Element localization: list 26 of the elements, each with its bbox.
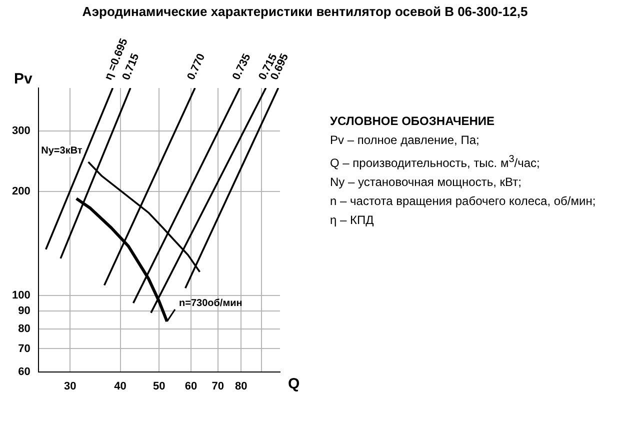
x-tick-label: 40: [114, 380, 126, 392]
text: УСЛОВНОЕ ОБОЗНАЧЕНИЕ: [330, 113, 496, 130]
x-tick-label: 80: [234, 380, 248, 392]
text: Pv – полное давление, Па;: [330, 132, 480, 149]
x-axis-title: Q: [288, 375, 300, 392]
y-tick-label: 60: [18, 366, 30, 378]
x-tick-label: 50: [153, 380, 166, 392]
x-tick-label: 60: [184, 380, 198, 392]
y-tick-label: 100: [12, 289, 30, 302]
annotation: Ny=3кВт: [41, 146, 82, 157]
chart-title: Аэродинамические характеристики вентилятор осевой В 06-300-12,5: [81, 4, 529, 19]
y-tick-label: 80: [18, 322, 30, 335]
annotation: n=730об/мин: [179, 298, 242, 310]
text: 0.735: [230, 52, 254, 82]
y-tick-label: 300: [12, 125, 30, 138]
x-tick-label: 70: [212, 380, 224, 392]
text: η – КПД: [330, 212, 375, 229]
text: Q – производительность, тыс. м$^{3}$/час;: [330, 153, 541, 172]
text: n – частота вращения рабочего колеса, об/мин;: [330, 193, 596, 210]
y-tick-label: 90: [18, 305, 30, 318]
y-tick-label: 70: [18, 342, 30, 355]
x-tick-label: 30: [64, 380, 76, 392]
text: Ny – установочная мощность, кВт;: [330, 174, 522, 191]
text: 0.770: [185, 52, 208, 82]
y-tick-label: 200: [12, 186, 30, 198]
y-axis-title: Pv: [14, 70, 34, 88]
